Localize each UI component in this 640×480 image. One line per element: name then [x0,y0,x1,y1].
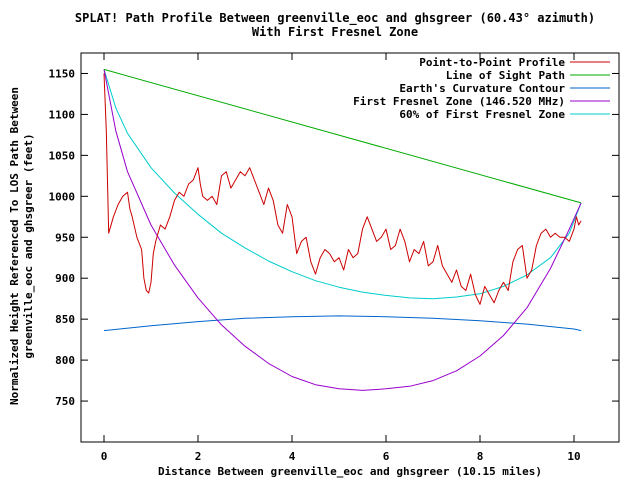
legend-label: Earth's Curvature Contour [399,82,565,95]
y-tick-label: 1050 [49,149,76,162]
y-tick-label: 750 [55,395,75,408]
legend-label: Point-to-Point Profile [419,56,565,69]
y-tick-label: 850 [55,313,75,326]
series-line-3 [103,69,582,391]
series-layer [103,68,582,391]
y-axis-label-line1: Normalized Height Referenced To LOS Path… [8,87,21,405]
y-tick-label: 950 [55,231,75,244]
y-tick-label: 1100 [49,108,76,121]
x-tick-label: 10 [567,450,580,463]
y-tick-label: 900 [55,272,75,285]
legend-label: 60% of First Fresnel Zone [399,108,565,121]
legend-label: Line of Sight Path [446,69,565,82]
y-tick-label: 1150 [49,67,76,80]
series-line-4 [103,69,582,300]
y-tick-label: 800 [55,354,75,367]
y-axis-label-line2: greenville_eoc and ghsgreer (feet) [22,133,35,358]
x-tick-label: 6 [383,450,390,463]
legend-label: First Fresnel Zone (146.520 MHz) [353,95,565,108]
x-tick-label: 2 [195,450,202,463]
plot-frame [80,52,620,443]
series-line-1 [103,68,582,204]
y-axis-ticks: 750 800 850 900 950 1000 1050 1100 1150 [49,67,619,408]
chart-title: SPLAT! Path Profile Between greenville_e… [75,11,595,26]
series-line-0 [103,73,582,305]
x-tick-label: 0 [101,450,108,463]
x-tick-label: 8 [477,450,484,463]
x-axis-label: Distance Between greenville_eoc and ghsg… [158,465,542,478]
x-tick-label: 4 [289,450,296,463]
x-axis-ticks: 0 2 4 6 8 10 [101,53,581,463]
series-line-2 [103,315,582,332]
y-tick-label: 1000 [49,190,76,203]
chart-subtitle: With First Fresnel Zone [252,25,418,39]
